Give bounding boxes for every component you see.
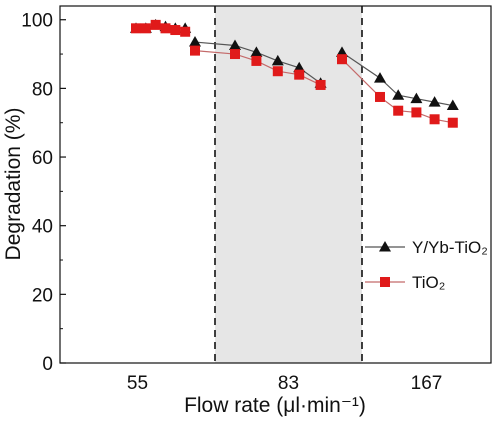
legend-marker-2 <box>380 277 390 287</box>
x-tick-label-167: 167 <box>411 373 443 394</box>
series-2-point-3-6 <box>447 117 458 128</box>
legend-label-2: TiO₂ <box>412 273 445 292</box>
series-2-point-3-3 <box>393 105 404 116</box>
series-2-point-1-1 <box>131 23 141 34</box>
series-1-point-3-6 <box>446 99 459 111</box>
series-2-point-1-3 <box>150 19 161 30</box>
series-2-point-2-4 <box>272 66 283 77</box>
series-2-point-3-2 <box>375 91 385 102</box>
x-tick-label-83: 83 <box>278 373 299 394</box>
series-2-point-1-6 <box>180 26 191 37</box>
series-2-point-1-5 <box>170 25 181 36</box>
legend-marker-1 <box>379 241 391 252</box>
series-2-point-1-2 <box>140 23 151 34</box>
series-2-point-2-1 <box>190 45 200 56</box>
x-axis-title: Flow rate (μl·min⁻¹) <box>184 394 366 417</box>
shade-layer <box>215 6 362 363</box>
series-2-point-1-4 <box>160 23 171 34</box>
y-axis-title: Degradation (%) <box>2 108 25 261</box>
y-tick-label-20: 20 <box>32 285 53 306</box>
series-2-point-2-5 <box>294 69 305 80</box>
series-1-point-3-2 <box>374 72 386 83</box>
y-tick-label-80: 80 <box>32 79 53 100</box>
series-1-point-2-1 <box>189 36 201 47</box>
y-tick-label-40: 40 <box>32 217 53 238</box>
series-2-point-3-1 <box>337 54 347 65</box>
series-1-point-2-2 <box>229 39 241 50</box>
series-1-point-2-4 <box>271 54 284 66</box>
legend: Y/Yb-TiO₂ TiO₂ <box>365 238 488 292</box>
series-1-point-3-4 <box>410 92 423 104</box>
legend-label-1: Y/Yb-TiO₂ <box>412 238 488 257</box>
shaded-region-83 <box>215 6 362 363</box>
y-tick-label-60: 60 <box>32 148 53 169</box>
y-tick-label-100: 100 <box>21 11 53 32</box>
series-1-point-2-3 <box>250 46 263 57</box>
series-2 <box>131 19 458 128</box>
plot-frame <box>59 5 492 364</box>
series-layer <box>130 18 459 128</box>
axis-layer: 0 20 40 60 80 100 55 83 167 <box>21 11 442 394</box>
series-2-point-2-3 <box>251 55 262 66</box>
y-tick-label-0: 0 <box>42 354 53 375</box>
series-2-point-2-6 <box>315 79 326 90</box>
series-1-point-3-5 <box>428 96 441 107</box>
series-2-point-3-5 <box>429 114 440 125</box>
series-2-point-2-2 <box>230 49 240 60</box>
series-1-point-3-3 <box>392 89 405 100</box>
x-tick-label-55: 55 <box>127 373 148 394</box>
series-2-point-3-4 <box>411 107 422 118</box>
